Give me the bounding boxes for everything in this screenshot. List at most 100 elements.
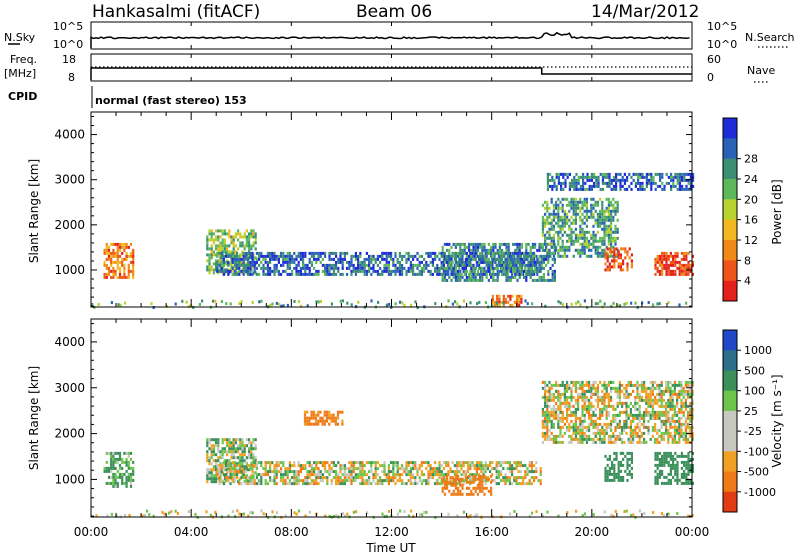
- heatmap-cell: [390, 269, 393, 273]
- heatmap-cell: [452, 242, 455, 246]
- heatmap-cell: [418, 464, 421, 468]
- heatmap-cell: [474, 275, 477, 279]
- heatmap-cell: [260, 482, 263, 486]
- heatmap-cell: [585, 203, 588, 207]
- heatmap-cell: [112, 251, 115, 255]
- heatmap-cell: [359, 473, 362, 477]
- heatmap-cell: [616, 227, 619, 231]
- heatmap-cell: [590, 392, 593, 396]
- heatmap-cell: [450, 492, 453, 496]
- heatmap-cell: [359, 269, 362, 273]
- heatmap-cell: [236, 254, 239, 258]
- heatmap-cell: [388, 302, 391, 306]
- heatmap-cell: [487, 251, 490, 255]
- heatmap-cell: [674, 172, 677, 176]
- heatmap-cell: [604, 472, 607, 476]
- heatmap-cell: [538, 266, 541, 270]
- heatmap-cell: [579, 422, 582, 426]
- heatmap-cell: [512, 266, 515, 270]
- heatmap-cell: [529, 245, 532, 249]
- heatmap-cell: [460, 461, 463, 465]
- heatmap-cell: [208, 441, 211, 445]
- heatmap-cell: [538, 254, 541, 258]
- heatmap-cell: [654, 481, 657, 485]
- heatmap-cell: [454, 263, 457, 267]
- heatmap-cell: [121, 457, 124, 461]
- heatmap-cell: [539, 479, 542, 483]
- heatmap-cell: [517, 461, 520, 465]
- heatmap-cell: [352, 263, 355, 267]
- heatmap-cell: [574, 203, 577, 207]
- heatmap-cell: [495, 461, 498, 465]
- heatmap-cell: [574, 221, 577, 225]
- heatmap-cell: [280, 272, 283, 276]
- heatmap-cell: [368, 263, 371, 267]
- heatmap-cell: [559, 301, 562, 305]
- heatmap-cell: [557, 416, 560, 420]
- heatmap-cell: [629, 422, 632, 426]
- heatmap-cell: [583, 404, 586, 408]
- heatmap-cell: [612, 178, 615, 182]
- heatmap-cell: [255, 473, 258, 477]
- heatmap-cell: [436, 479, 439, 483]
- heatmap-cell: [607, 233, 610, 237]
- heatmap-cell: [210, 468, 213, 472]
- heatmap-cell: [592, 425, 595, 429]
- heatmap-cell: [227, 263, 230, 267]
- heatmap-cell: [562, 172, 565, 176]
- heatmap-cell: [407, 464, 410, 468]
- heatmap-cell: [472, 248, 475, 252]
- heatmap-cell: [275, 257, 278, 261]
- heatmap-cell: [514, 248, 517, 252]
- heatmap-cell: [335, 476, 338, 480]
- heatmap-cell: [541, 221, 544, 225]
- heatmap-cell: [303, 416, 307, 420]
- heatmap-cell: [552, 215, 555, 219]
- heatmap-cell: [503, 263, 506, 267]
- heatmap-cell: [474, 245, 477, 249]
- heatmap-cell: [459, 248, 462, 252]
- heatmap-cell: [618, 392, 621, 396]
- heatmap-cell: [525, 248, 528, 252]
- heatmap-cell: [636, 434, 639, 438]
- heatmap-cell: [572, 218, 575, 222]
- heatmap-cell: [396, 260, 399, 264]
- heatmap-cell: [496, 275, 499, 279]
- heatmap-cell: [568, 407, 571, 411]
- heatmap-cell: [607, 413, 610, 417]
- heatmap-cell: [374, 467, 377, 471]
- heatmap-cell: [676, 413, 679, 417]
- heatmap-cell: [618, 386, 621, 390]
- heatmap-cell: [651, 404, 654, 408]
- heatmap-cell: [535, 467, 538, 471]
- heatmap-cell: [350, 269, 353, 273]
- heatmap-cell: [541, 425, 544, 429]
- heatmap-cell: [581, 440, 584, 444]
- heatmap-cell: [643, 422, 646, 426]
- heatmap-cell: [687, 251, 690, 255]
- heatmap-cell: [669, 251, 672, 255]
- heatmap-cell: [676, 395, 679, 399]
- heatmap-cell: [673, 383, 676, 387]
- heatmap-cell: [352, 254, 355, 258]
- heatmap-cell: [566, 398, 569, 402]
- heatmap-cell: [541, 422, 544, 426]
- heatmap-cell: [453, 464, 456, 468]
- heatmap-cell: [665, 404, 668, 408]
- heatmap-cell: [519, 476, 522, 480]
- heatmap-cell: [370, 461, 373, 465]
- heatmap-cell: [275, 473, 278, 477]
- heatmap-cell: [299, 464, 302, 468]
- heatmap-cell: [581, 392, 584, 396]
- heatmap-cell: [522, 479, 525, 483]
- heatmap-cell: [236, 476, 239, 480]
- heatmap-cell: [243, 450, 246, 454]
- heatmap-cell: [638, 398, 641, 402]
- heatmap-cell: [221, 247, 224, 251]
- heatmap-cell: [112, 454, 115, 458]
- heatmap-cell: [468, 263, 471, 267]
- heatmap-cell: [310, 263, 313, 267]
- heatmap-cell: [523, 275, 526, 279]
- heatmap-cell: [665, 457, 668, 461]
- heatmap-cell: [416, 263, 419, 267]
